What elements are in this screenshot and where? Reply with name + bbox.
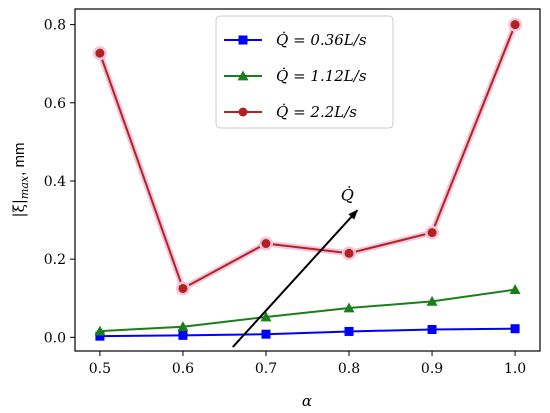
- y-tick-label: 0.2: [44, 252, 66, 268]
- data-point: [427, 325, 437, 335]
- annotation: Q̇: [232, 185, 359, 348]
- y-tick-label: 0.8: [44, 18, 66, 34]
- data-point: [510, 324, 520, 334]
- x-tick-label: 1.0: [504, 361, 526, 377]
- legend-item: Q̇ = 2.2L/s: [224, 103, 357, 121]
- x-tick-label: 0.7: [255, 361, 277, 377]
- x-tick-label: 0.8: [338, 361, 360, 377]
- data-point: [94, 325, 106, 336]
- y-tick-label: 0.4: [44, 174, 66, 190]
- data-point: [344, 248, 354, 258]
- y-axis-label-sub: max: [18, 175, 31, 199]
- x-tick-label: 0.9: [421, 361, 443, 377]
- data-point: [178, 283, 188, 293]
- series-line: [98, 24, 517, 290]
- x-tick-label: 0.5: [89, 361, 111, 377]
- legend-label: Q̇ = 0.36L/s: [276, 31, 367, 49]
- y-tick-label: 0.0: [44, 330, 66, 346]
- legend-marker: [238, 35, 248, 45]
- y-axis-label-main: |ξ|: [10, 199, 28, 217]
- legend-marker: [237, 70, 249, 81]
- data-point: [509, 284, 521, 295]
- series-1: [95, 324, 520, 341]
- y-tick-label: 0.6: [44, 96, 66, 112]
- data-point: [510, 20, 520, 30]
- data-point: [426, 295, 438, 306]
- series-3: [92, 17, 523, 296]
- data-point: [261, 239, 271, 249]
- data-point: [260, 311, 272, 322]
- data-point: [177, 321, 189, 332]
- legend-marker: [238, 107, 248, 117]
- series-line: [99, 288, 516, 333]
- annotation-arrow: [232, 209, 359, 348]
- series-line: [99, 327, 516, 338]
- annotation-label: Q̇: [341, 185, 354, 204]
- data-point: [178, 330, 188, 340]
- data-point: [95, 331, 105, 341]
- legend-item: Q̇ = 1.12L/s: [224, 67, 367, 85]
- legend-item: Q̇ = 0.36L/s: [224, 31, 367, 49]
- data-point: [344, 326, 354, 336]
- data-point: [95, 48, 105, 58]
- legend: Q̇ = 0.36L/s Q̇ = 1.12L/s Q̇ = 2.2L/s: [215, 15, 394, 129]
- data-point: [343, 302, 355, 313]
- data-point: [427, 228, 437, 238]
- x-tick-label: 0.6: [172, 361, 194, 377]
- legend-label: Q̇ = 1.12L/s: [276, 67, 367, 85]
- plot-area: [92, 17, 523, 341]
- legend-items: Q̇ = 0.36L/s Q̇ = 1.12L/s Q̇ = 2.2L/s: [224, 31, 367, 121]
- y-axis-label: |ξ|max, mm: [10, 143, 31, 218]
- legend-box: [215, 15, 394, 129]
- axes: 0.5 0.6 0.7 0.8 0.9 1.0 0.0 0.2 0.4 0.6 0.8: [44, 18, 526, 377]
- y-axis-label-unit: , mm: [11, 143, 28, 176]
- series-2: [94, 284, 521, 336]
- legend-label: Q̇ = 2.2L/s: [276, 103, 357, 121]
- plot-frame: [74, 8, 541, 352]
- data-point: [261, 329, 271, 339]
- x-axis-label: α: [302, 392, 312, 410]
